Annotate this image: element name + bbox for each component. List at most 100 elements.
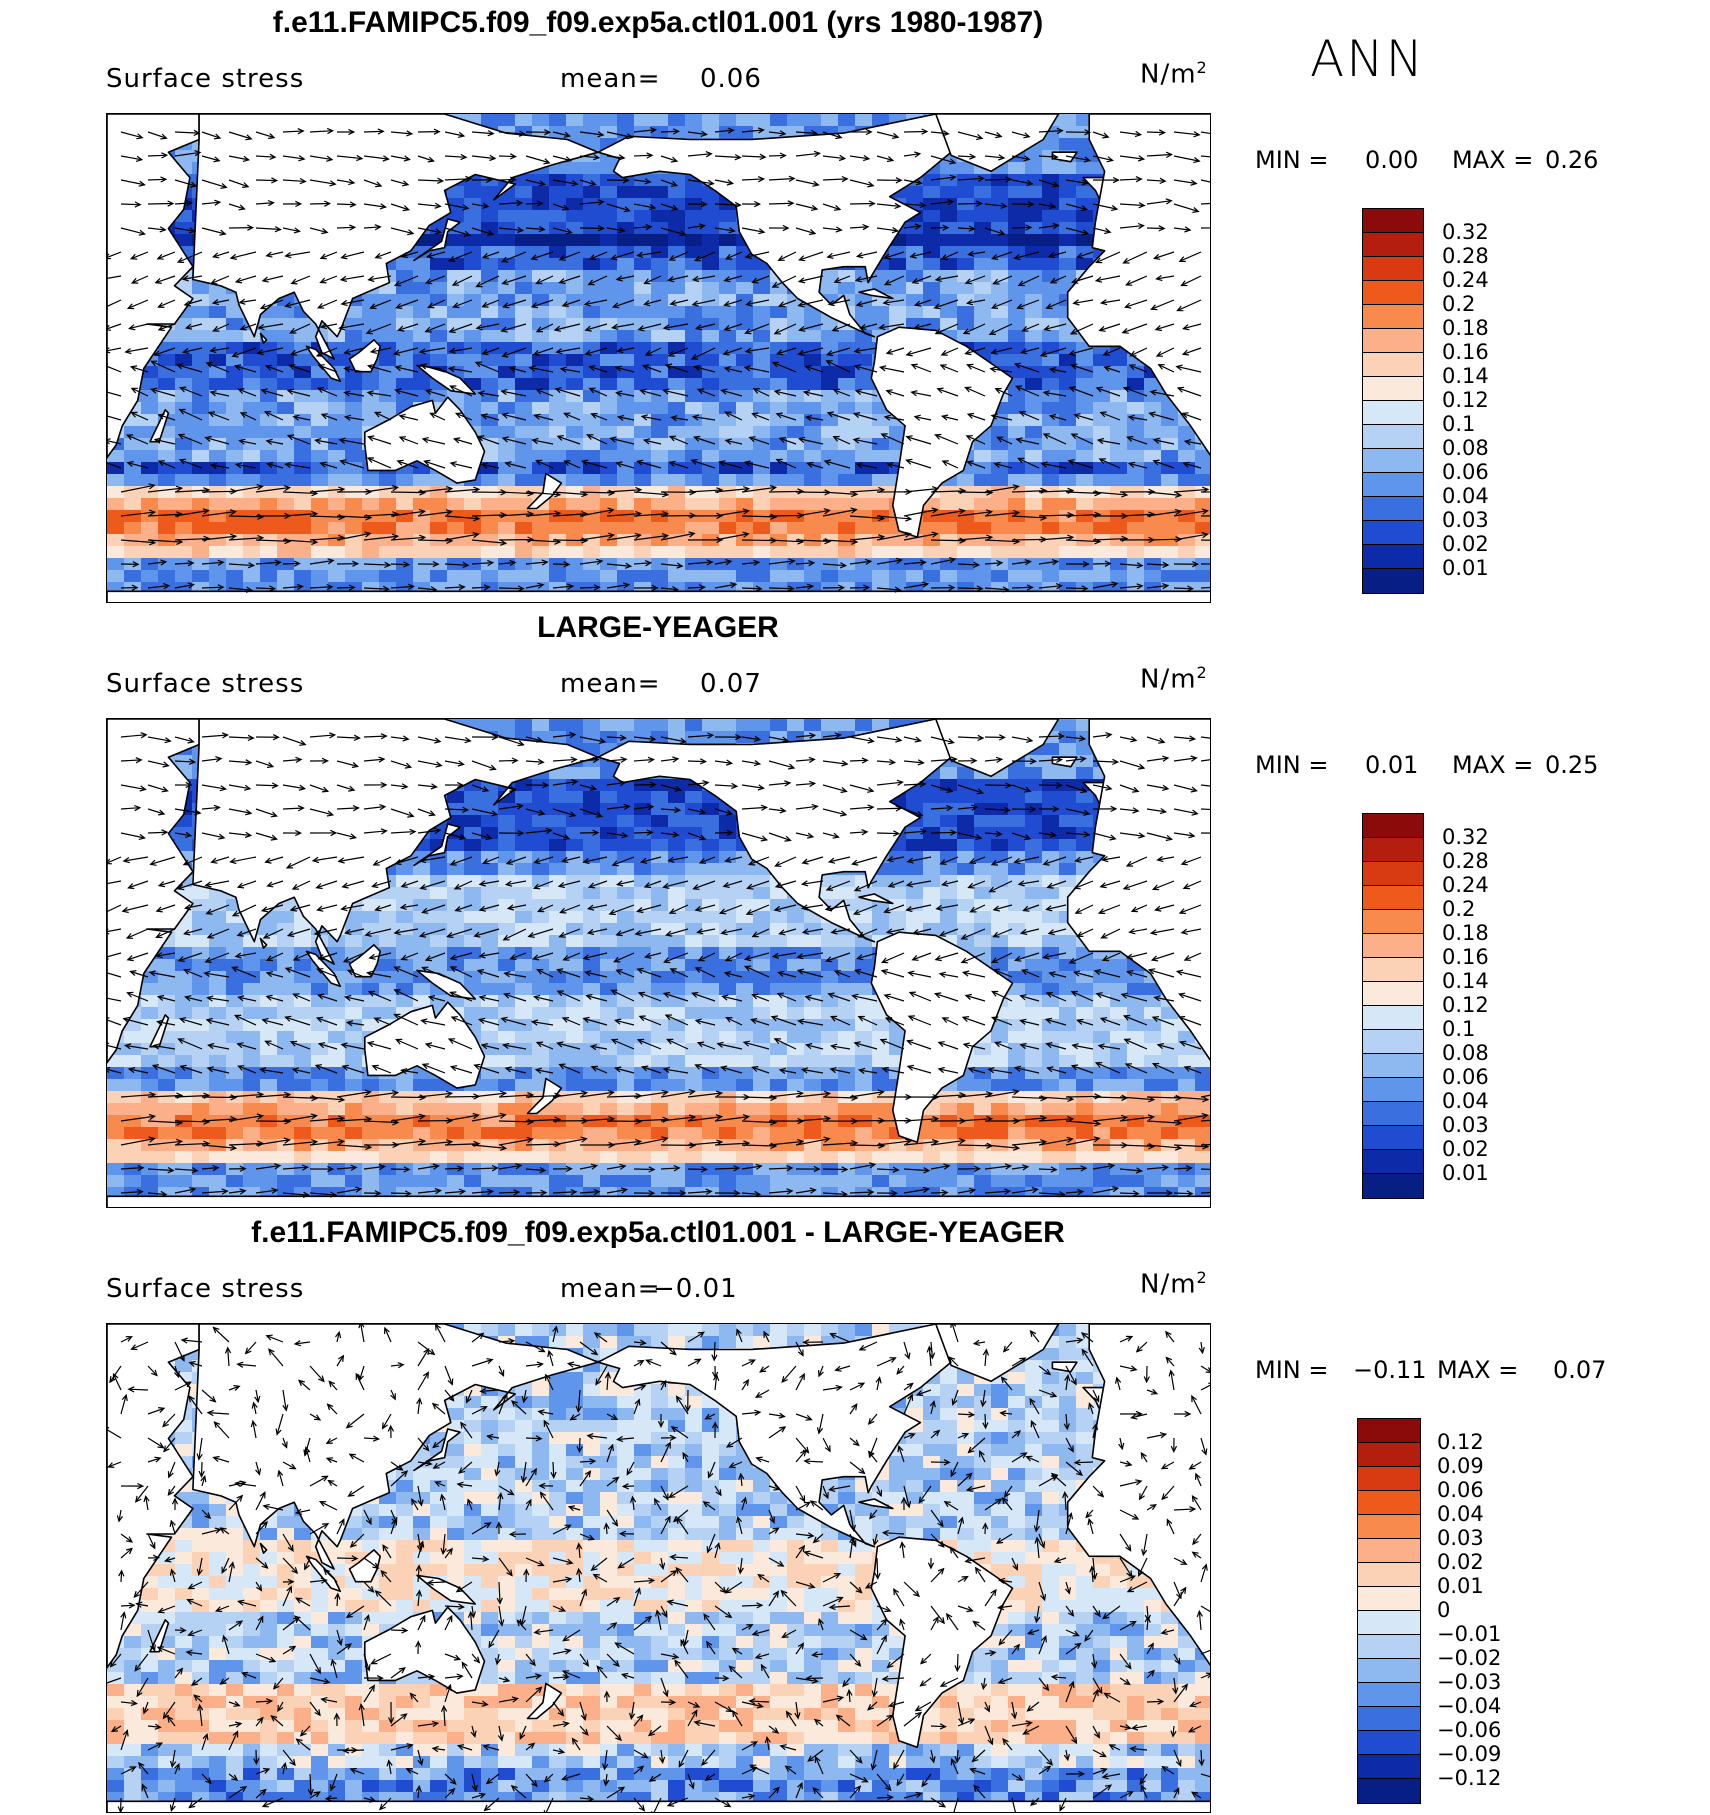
field-cell [702,282,720,295]
field-cell [770,546,788,559]
vector-head [967,250,975,257]
field-cell [1161,438,1179,451]
stress-vector [640,389,662,397]
vector-head [1176,305,1184,312]
colorbar-swatch [1363,569,1423,593]
field-cell [906,294,924,307]
field-cell [498,210,516,223]
field-cell [770,402,788,415]
vector-head [403,561,411,568]
stress-vector [1173,587,1193,590]
stress-vector [768,177,795,181]
vector-head [724,411,732,418]
stress-vector [591,413,608,421]
field-cell [192,390,210,403]
field-cell [1076,378,1094,391]
field-cell [719,114,737,127]
vector-head [532,349,540,356]
field-cell [1042,558,1060,571]
field-cell [583,438,601,451]
vector-head [1193,131,1201,138]
field-cell [1110,354,1128,367]
field-cell [855,306,873,319]
field-cell [294,474,312,487]
field-cell [787,498,805,511]
field-cell [719,126,737,139]
field-cell [532,450,550,463]
stress-vector [795,203,818,210]
field-cell [1059,234,1077,247]
vector-head [238,204,246,211]
field-cell [260,366,278,379]
stress-vector [795,227,816,235]
field-cell [821,546,839,559]
vector-head [537,582,545,589]
stress-vector [1071,364,1094,373]
stress-vector [471,131,494,135]
stress-vector [849,179,874,187]
stress-vector [967,413,986,421]
field-cell [1195,570,1210,583]
field-cell [481,522,499,535]
field-cell [889,282,907,295]
stress-vector [390,131,412,135]
colorbar-tick-label: 0.1 [1442,412,1476,436]
field-cell [481,450,499,463]
vector-head [340,253,348,260]
field-cell [209,522,227,535]
vector-head [934,433,942,440]
vector-head [452,302,460,309]
stress-vector [692,299,716,306]
field-cell [719,258,737,271]
vector-head [882,299,890,306]
field-cell [532,402,550,415]
field-cell [1025,354,1043,367]
coastline [107,590,1210,602]
stress-vector [1038,179,1059,187]
field-cell [515,546,533,559]
vector-head [447,366,456,373]
field-cell [566,330,584,343]
vector-head [460,153,468,161]
vector-head [365,328,373,335]
stress-vector [984,539,1019,543]
field-cell [1076,210,1094,223]
vector-head [1176,386,1185,393]
stress-vector [967,461,986,469]
vector-head [1155,275,1163,282]
field-cell [634,498,652,511]
vector-head [671,204,679,211]
field-cell [685,234,703,247]
stress-vector [255,486,290,493]
field-cell [311,522,329,535]
stress-vector [158,299,176,308]
stress-vector [1182,347,1202,355]
stress-vector [778,251,797,261]
vector-head [437,177,445,184]
field-cell [719,719,737,732]
field-cell [209,510,227,523]
field-cell [481,815,499,828]
field-cell [175,498,193,511]
vector-head [668,435,677,442]
field-cell [1025,570,1043,583]
field-cell [447,791,465,804]
vector-head [676,562,684,569]
colorbar-swatch [1363,449,1423,473]
vector-head [463,230,472,237]
field-cell [617,486,635,499]
field-cell [685,546,703,559]
field-cell [923,234,941,247]
stress-vector [120,203,141,206]
vector-head [698,584,706,591]
stress-vector [1146,510,1181,517]
vector-head [1023,132,1031,139]
field-cell [1059,767,1077,780]
stress-vector [723,347,743,355]
field-cell [634,426,652,439]
vector-head [229,253,238,260]
vector-head [1072,299,1080,306]
stress-vector [714,488,749,493]
vector-head [219,229,227,236]
vector-head [662,324,671,331]
